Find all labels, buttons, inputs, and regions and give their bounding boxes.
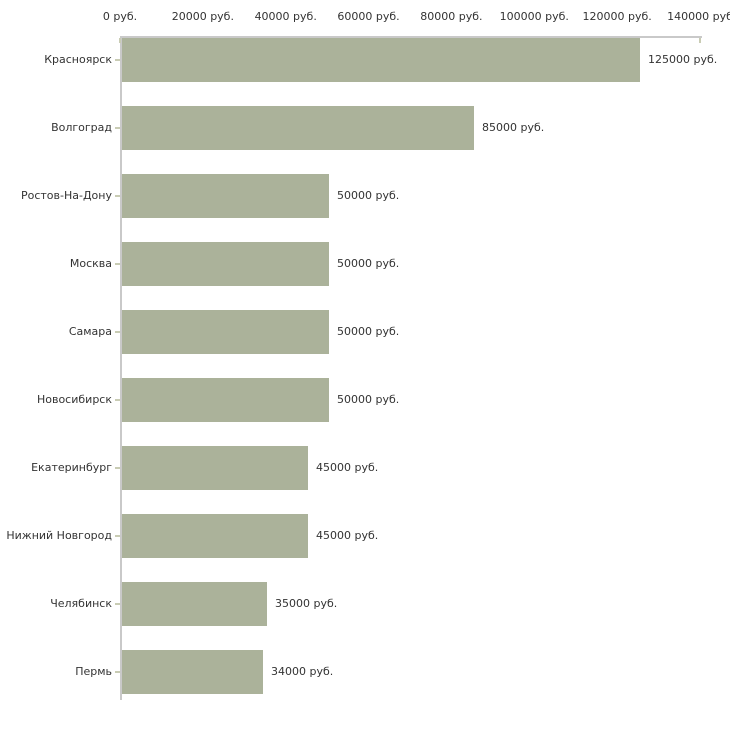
y-axis-tick	[115, 195, 120, 197]
x-axis-tick-label: 60000 руб.	[337, 10, 400, 23]
y-axis-tick	[115, 331, 120, 333]
y-axis-tick	[115, 263, 120, 265]
bar-9	[122, 582, 267, 626]
y-axis-tick	[115, 535, 120, 537]
value-label: 50000 руб.	[337, 257, 400, 270]
y-axis-tick	[115, 399, 120, 401]
x-axis-tick-label: 40000 руб.	[254, 10, 317, 23]
value-label: 50000 руб.	[337, 189, 400, 202]
y-axis-tick	[115, 467, 120, 469]
x-axis-tick-label: 80000 руб.	[420, 10, 483, 23]
category-label: Волгоград	[51, 121, 112, 134]
category-label: Пермь	[75, 665, 112, 678]
x-axis-tick-label: 120000 руб.	[582, 10, 652, 23]
category-label: Ростов-На-Дону	[20, 189, 112, 202]
value-label: 45000 руб.	[316, 529, 379, 542]
x-axis-tick-label: 0 руб.	[102, 10, 138, 23]
bar-8	[122, 514, 308, 558]
value-label: 50000 руб.	[337, 325, 400, 338]
category-label: Екатеринбург	[31, 461, 112, 474]
category-label: Самара	[68, 325, 112, 338]
y-axis-line	[120, 36, 122, 700]
value-label: 34000 руб.	[271, 665, 334, 678]
category-label: Нижний Новгород	[6, 529, 112, 542]
x-axis-tick	[699, 38, 701, 43]
category-label: Москва	[69, 257, 112, 270]
y-axis-tick	[115, 603, 120, 605]
y-axis-tick	[115, 59, 120, 61]
x-axis-tick-label: 140000 руб	[667, 10, 730, 23]
bar-7	[122, 446, 308, 490]
category-label: Челябинск	[50, 597, 112, 610]
x-axis-tick-label: 100000 руб.	[499, 10, 569, 23]
x-axis-line	[120, 36, 702, 38]
bar-5	[122, 310, 329, 354]
value-label: 35000 руб.	[275, 597, 338, 610]
value-label: 45000 руб.	[316, 461, 379, 474]
value-label: 85000 руб.	[482, 121, 545, 134]
x-axis-tick	[119, 38, 121, 43]
x-axis-tick-label: 20000 руб.	[171, 10, 234, 23]
category-label: Красноярск	[44, 53, 112, 66]
value-label: 50000 руб.	[337, 393, 400, 406]
category-label: Новосибирск	[36, 393, 112, 406]
value-label: 125000 руб.	[648, 53, 718, 66]
bar-4	[122, 242, 329, 286]
bar-1	[122, 38, 640, 82]
bar-10	[122, 650, 263, 694]
y-axis-tick	[115, 127, 120, 129]
bar-6	[122, 378, 329, 422]
y-axis-tick	[115, 671, 120, 673]
bar-3	[122, 174, 329, 218]
bar-2	[122, 106, 474, 150]
